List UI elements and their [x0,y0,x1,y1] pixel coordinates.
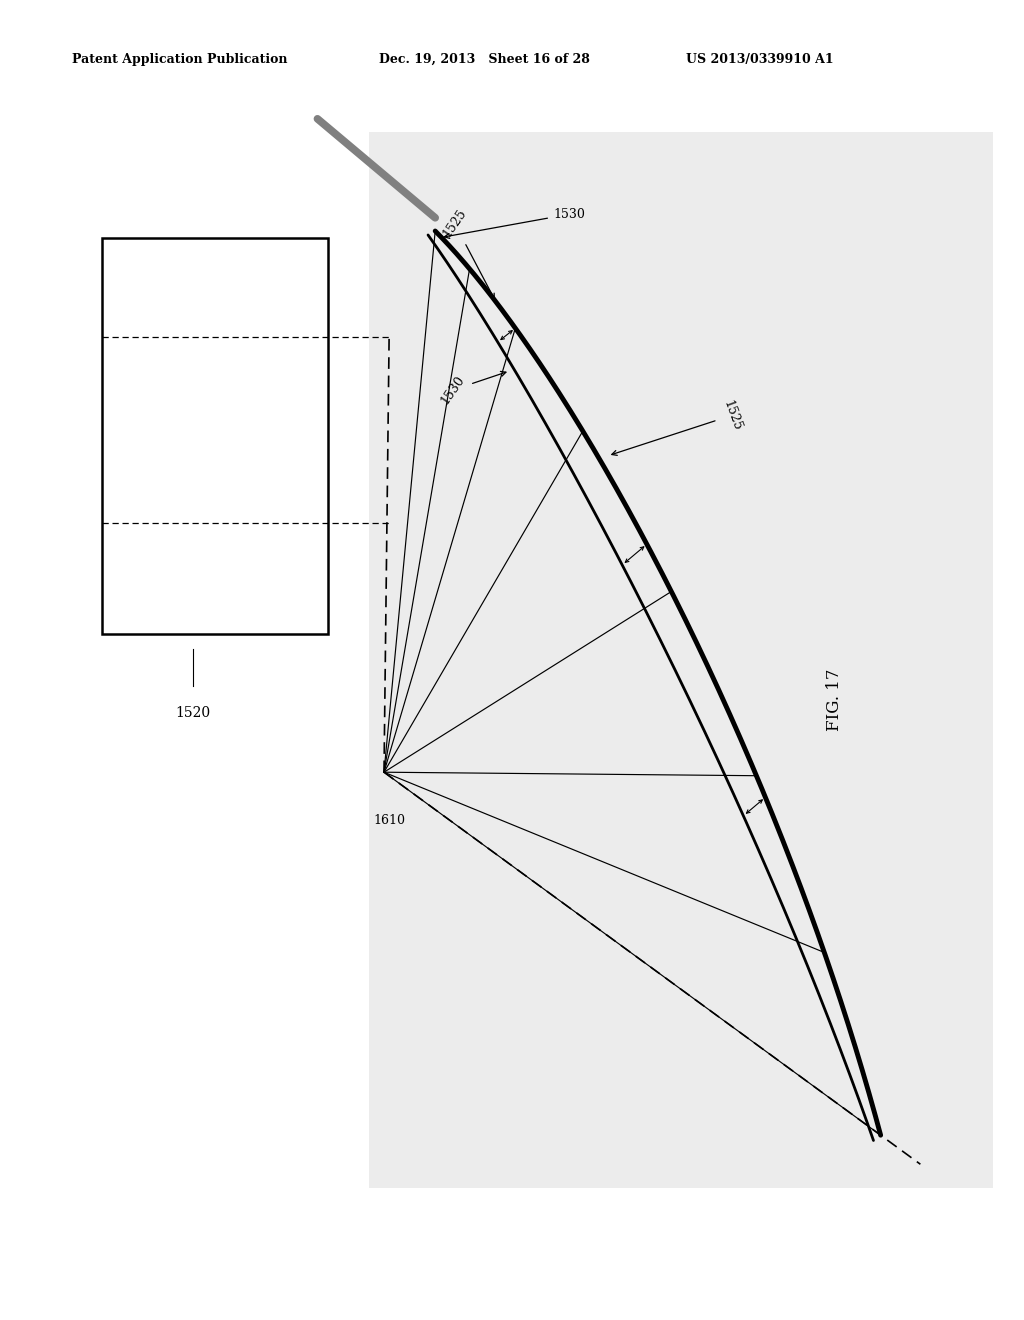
Text: US 2013/0339910 A1: US 2013/0339910 A1 [686,53,834,66]
Polygon shape [369,132,993,1188]
Text: Patent Application Publication: Patent Application Publication [72,53,287,66]
Text: 1610: 1610 [373,814,406,828]
Text: 1520: 1520 [175,706,210,721]
Bar [102,238,328,634]
Text: FIG. 17: FIG. 17 [826,668,843,731]
Text: 1530: 1530 [444,207,585,239]
Text: 1525: 1525 [440,206,495,298]
Text: 1525: 1525 [611,399,743,455]
Text: Dec. 19, 2013   Sheet 16 of 28: Dec. 19, 2013 Sheet 16 of 28 [379,53,590,66]
Text: 1530: 1530 [438,371,506,407]
